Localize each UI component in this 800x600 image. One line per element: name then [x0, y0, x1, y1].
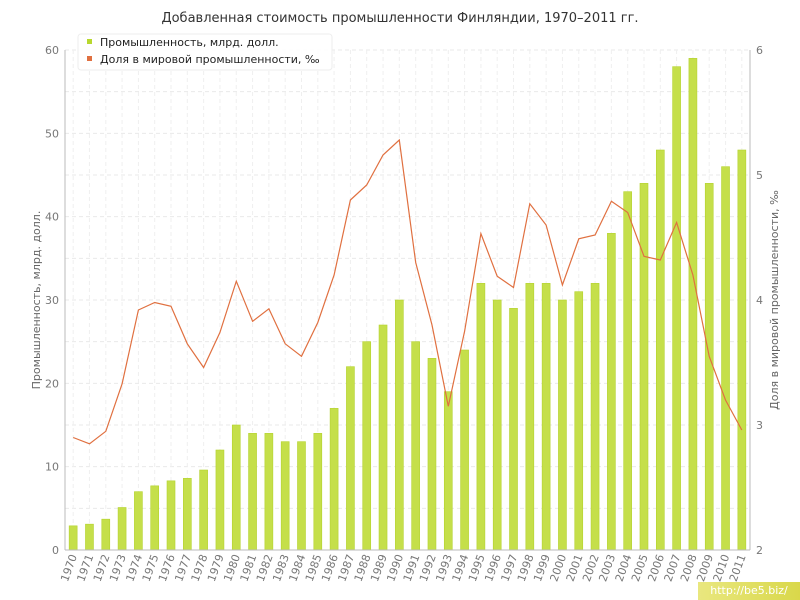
bar-1997[interactable]: [509, 308, 518, 551]
legend-swatch-bars: [87, 39, 92, 44]
bar-1998[interactable]: [525, 283, 535, 551]
legend[interactable]: Промышленность, млрд. долл. Доля в миров…: [77, 33, 333, 71]
bar-1993[interactable]: [443, 391, 453, 551]
bar-1996[interactable]: [492, 299, 502, 551]
left-tick-label: 60: [45, 44, 59, 57]
right-tick-label: 3: [756, 419, 763, 432]
bar-1983[interactable]: [280, 441, 290, 551]
bar-1980[interactable]: [231, 424, 241, 551]
bar-1971[interactable]: [85, 523, 94, 551]
line-series: [72, 138, 743, 445]
right-tick-label: 6: [756, 44, 763, 57]
chart-title: Добавленная стоимость промышленности Фин…: [161, 11, 638, 26]
watermark[interactable]: http://be5.biz/: [698, 582, 800, 600]
left-axis-ticks: 0 10 20 30 40 50 60: [45, 44, 59, 557]
bar-1981[interactable]: [248, 433, 257, 551]
bar-2004[interactable]: [623, 191, 632, 551]
bar-2007[interactable]: [672, 66, 681, 551]
bar-2010[interactable]: [721, 166, 730, 551]
bar-1972[interactable]: [101, 518, 111, 551]
right-axis-ticks: 2 3 4 5 6: [756, 44, 763, 557]
bar-1970[interactable]: [68, 525, 78, 551]
bar-1989[interactable]: [378, 324, 388, 551]
bar-1987[interactable]: [346, 366, 355, 551]
bar-1991[interactable]: [411, 341, 420, 551]
bar-1973[interactable]: [117, 507, 127, 551]
bar-2000[interactable]: [558, 299, 567, 551]
bar-1988[interactable]: [362, 341, 372, 551]
left-tick-label: 10: [45, 461, 59, 474]
bar-1999[interactable]: [541, 283, 551, 551]
left-axis-title: Промышленность, млрд. долл.: [30, 211, 43, 390]
right-axis-title: Доля в мировой промышленности, ‰: [768, 190, 781, 410]
bar-2005[interactable]: [639, 183, 649, 551]
bar-1978[interactable]: [199, 469, 208, 551]
bar-1976[interactable]: [166, 480, 176, 551]
bar-1985[interactable]: [313, 433, 323, 551]
x-axis-ticks: 1970197119721973197419751976197719781979…: [58, 553, 748, 584]
bar-2009[interactable]: [704, 183, 714, 551]
left-tick-label: 30: [45, 294, 59, 307]
bar-2001[interactable]: [574, 291, 584, 551]
right-tick-label: 5: [756, 169, 763, 182]
bar-1977[interactable]: [183, 478, 192, 551]
right-tick-label: 4: [756, 294, 763, 307]
bar-1984[interactable]: [297, 441, 306, 551]
bar-2003[interactable]: [607, 233, 616, 551]
left-tick-label: 20: [45, 377, 59, 390]
left-tick-label: 40: [45, 211, 59, 224]
left-tick-label: 50: [45, 127, 59, 140]
legend-label-line[interactable]: Доля в мировой промышленности, ‰: [100, 53, 320, 66]
bar-1979[interactable]: [215, 449, 225, 551]
bar-1990[interactable]: [395, 299, 404, 551]
bar-1974[interactable]: [134, 491, 143, 551]
bar-2006[interactable]: [655, 149, 665, 551]
legend-box: [77, 33, 333, 71]
bar-1986[interactable]: [329, 408, 339, 551]
right-tick-label: 2: [756, 544, 763, 557]
axes: [64, 50, 751, 551]
legend-swatch-line: [87, 56, 92, 61]
bar-1992[interactable]: [427, 358, 437, 551]
bar-2008[interactable]: [688, 58, 698, 551]
left-tick-label: 0: [52, 544, 59, 557]
share-line[interactable]: [72, 138, 743, 445]
bar-1994[interactable]: [460, 349, 469, 551]
bar-1995[interactable]: [476, 283, 486, 551]
legend-label-bars[interactable]: Промышленность, млрд. долл.: [100, 36, 279, 49]
bar-series: [68, 58, 747, 551]
bar-2011[interactable]: [737, 149, 747, 551]
bar-1982[interactable]: [264, 433, 274, 551]
bar-2002[interactable]: [590, 283, 600, 551]
bar-1975[interactable]: [150, 485, 160, 551]
